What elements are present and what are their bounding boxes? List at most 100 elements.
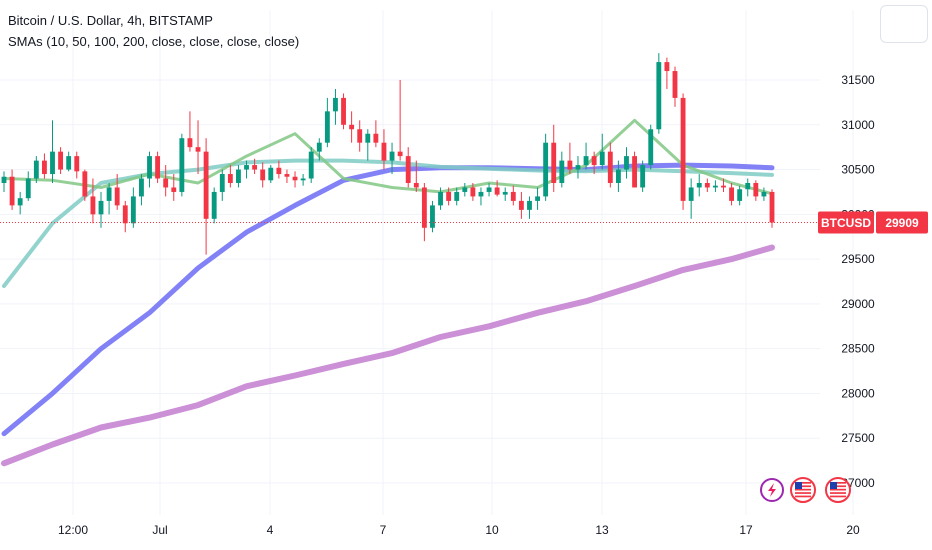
candle-body [486,187,492,192]
sma-line-sma200 [1,244,775,467]
candle-body [583,156,589,166]
x-tick-label: 12:00 [58,523,88,537]
candle-body [357,129,363,143]
candle-body [316,142,322,152]
candle-body [155,156,161,179]
sma-line-sma10 [2,118,774,196]
candle-body [454,191,460,201]
candle-body [745,182,751,190]
candle-body [446,191,452,201]
y-tick-label: 31000 [841,118,875,132]
candle-body [607,151,613,183]
y-tick-label: 28000 [841,386,875,400]
candle-body [470,187,476,197]
candle-body [9,176,15,206]
candle-body [753,182,759,197]
candle-body [664,62,670,72]
us-flag-icon[interactable] [825,477,851,503]
candle-body [163,178,169,188]
candle-body [179,138,185,192]
candle-body [721,185,726,188]
candle-body [527,200,532,210]
candle-body [624,156,629,170]
candle-body [300,178,306,181]
candle-body [98,200,104,215]
y-tick-label: 28500 [841,342,875,356]
candle-body [680,97,686,201]
candle-body [729,187,735,201]
candle-body [430,205,435,228]
candle-body [50,151,55,175]
x-tick-label: 10 [485,523,499,537]
candle-body [373,133,379,143]
chart-menu-button[interactable] [880,5,928,43]
candle-body [147,156,152,179]
candle-body [438,191,443,206]
candle-body [640,165,646,188]
candle-body [74,156,80,172]
candle-body [704,182,710,188]
candle-body [421,187,427,228]
candle-body [33,160,39,179]
candle-body [333,97,338,112]
candle-body [567,160,573,170]
us-flag-icon[interactable] [790,477,816,503]
candle-body [389,151,395,161]
candle-body [66,156,72,170]
x-tick-label: 4 [267,523,274,537]
candle-body [405,156,411,183]
candle-body [82,171,88,197]
last-price-badge-label: 29909 [885,216,919,230]
candle-body [17,198,23,206]
candle-body [462,187,468,192]
candle-body [510,191,516,201]
candle-body [130,196,136,224]
candle-body [292,176,298,181]
candle-body [90,196,96,215]
candle-body [518,200,524,210]
indicator-label[interactable]: SMAs (10, 50, 100, 200, close, close, cl… [8,34,300,49]
candle-body [114,187,120,206]
chart-legend: Bitcoin / U.S. Dollar, 4h, BITSTAMP SMAs… [8,10,299,52]
candle-body [260,169,266,181]
candle-body [276,167,282,175]
candle-body [769,191,775,223]
symbol-title[interactable]: Bitcoin / U.S. Dollar, 4h, BITSTAMP [8,13,213,28]
y-tick-label: 29500 [841,252,875,266]
candle-body [284,174,290,177]
candle-body [502,191,508,195]
x-tick-label: 7 [380,523,387,537]
candle-body [688,187,694,201]
candle-body [615,169,621,183]
candle-body [365,133,371,143]
candle-body [308,151,314,179]
sma-line-sma50 [2,158,774,288]
candle-body [195,147,201,152]
candle-body [559,160,565,183]
candle-body [478,191,484,197]
symbol-badge[interactable] [818,211,874,234]
candle-body [656,62,662,130]
candle-body [236,169,241,183]
x-tick-label: 17 [739,523,753,537]
candle-body [551,142,557,183]
candle-body [648,129,654,166]
candle-body [324,111,330,143]
candle-body [413,182,419,188]
y-tick-label: 27500 [841,431,875,445]
candle-body [672,71,678,98]
x-tick-label: 20 [846,523,860,537]
candle-body [139,178,144,197]
candle-body [341,97,346,125]
candle-body [397,151,403,157]
candle-body [187,138,193,148]
candle-body [41,160,47,175]
candle-body [575,165,581,170]
last-price-badge [876,211,928,234]
y-tick-label: 29000 [841,297,875,311]
candle-body [599,151,605,166]
candle-body [122,205,128,224]
lightning-icon[interactable] [760,478,784,502]
